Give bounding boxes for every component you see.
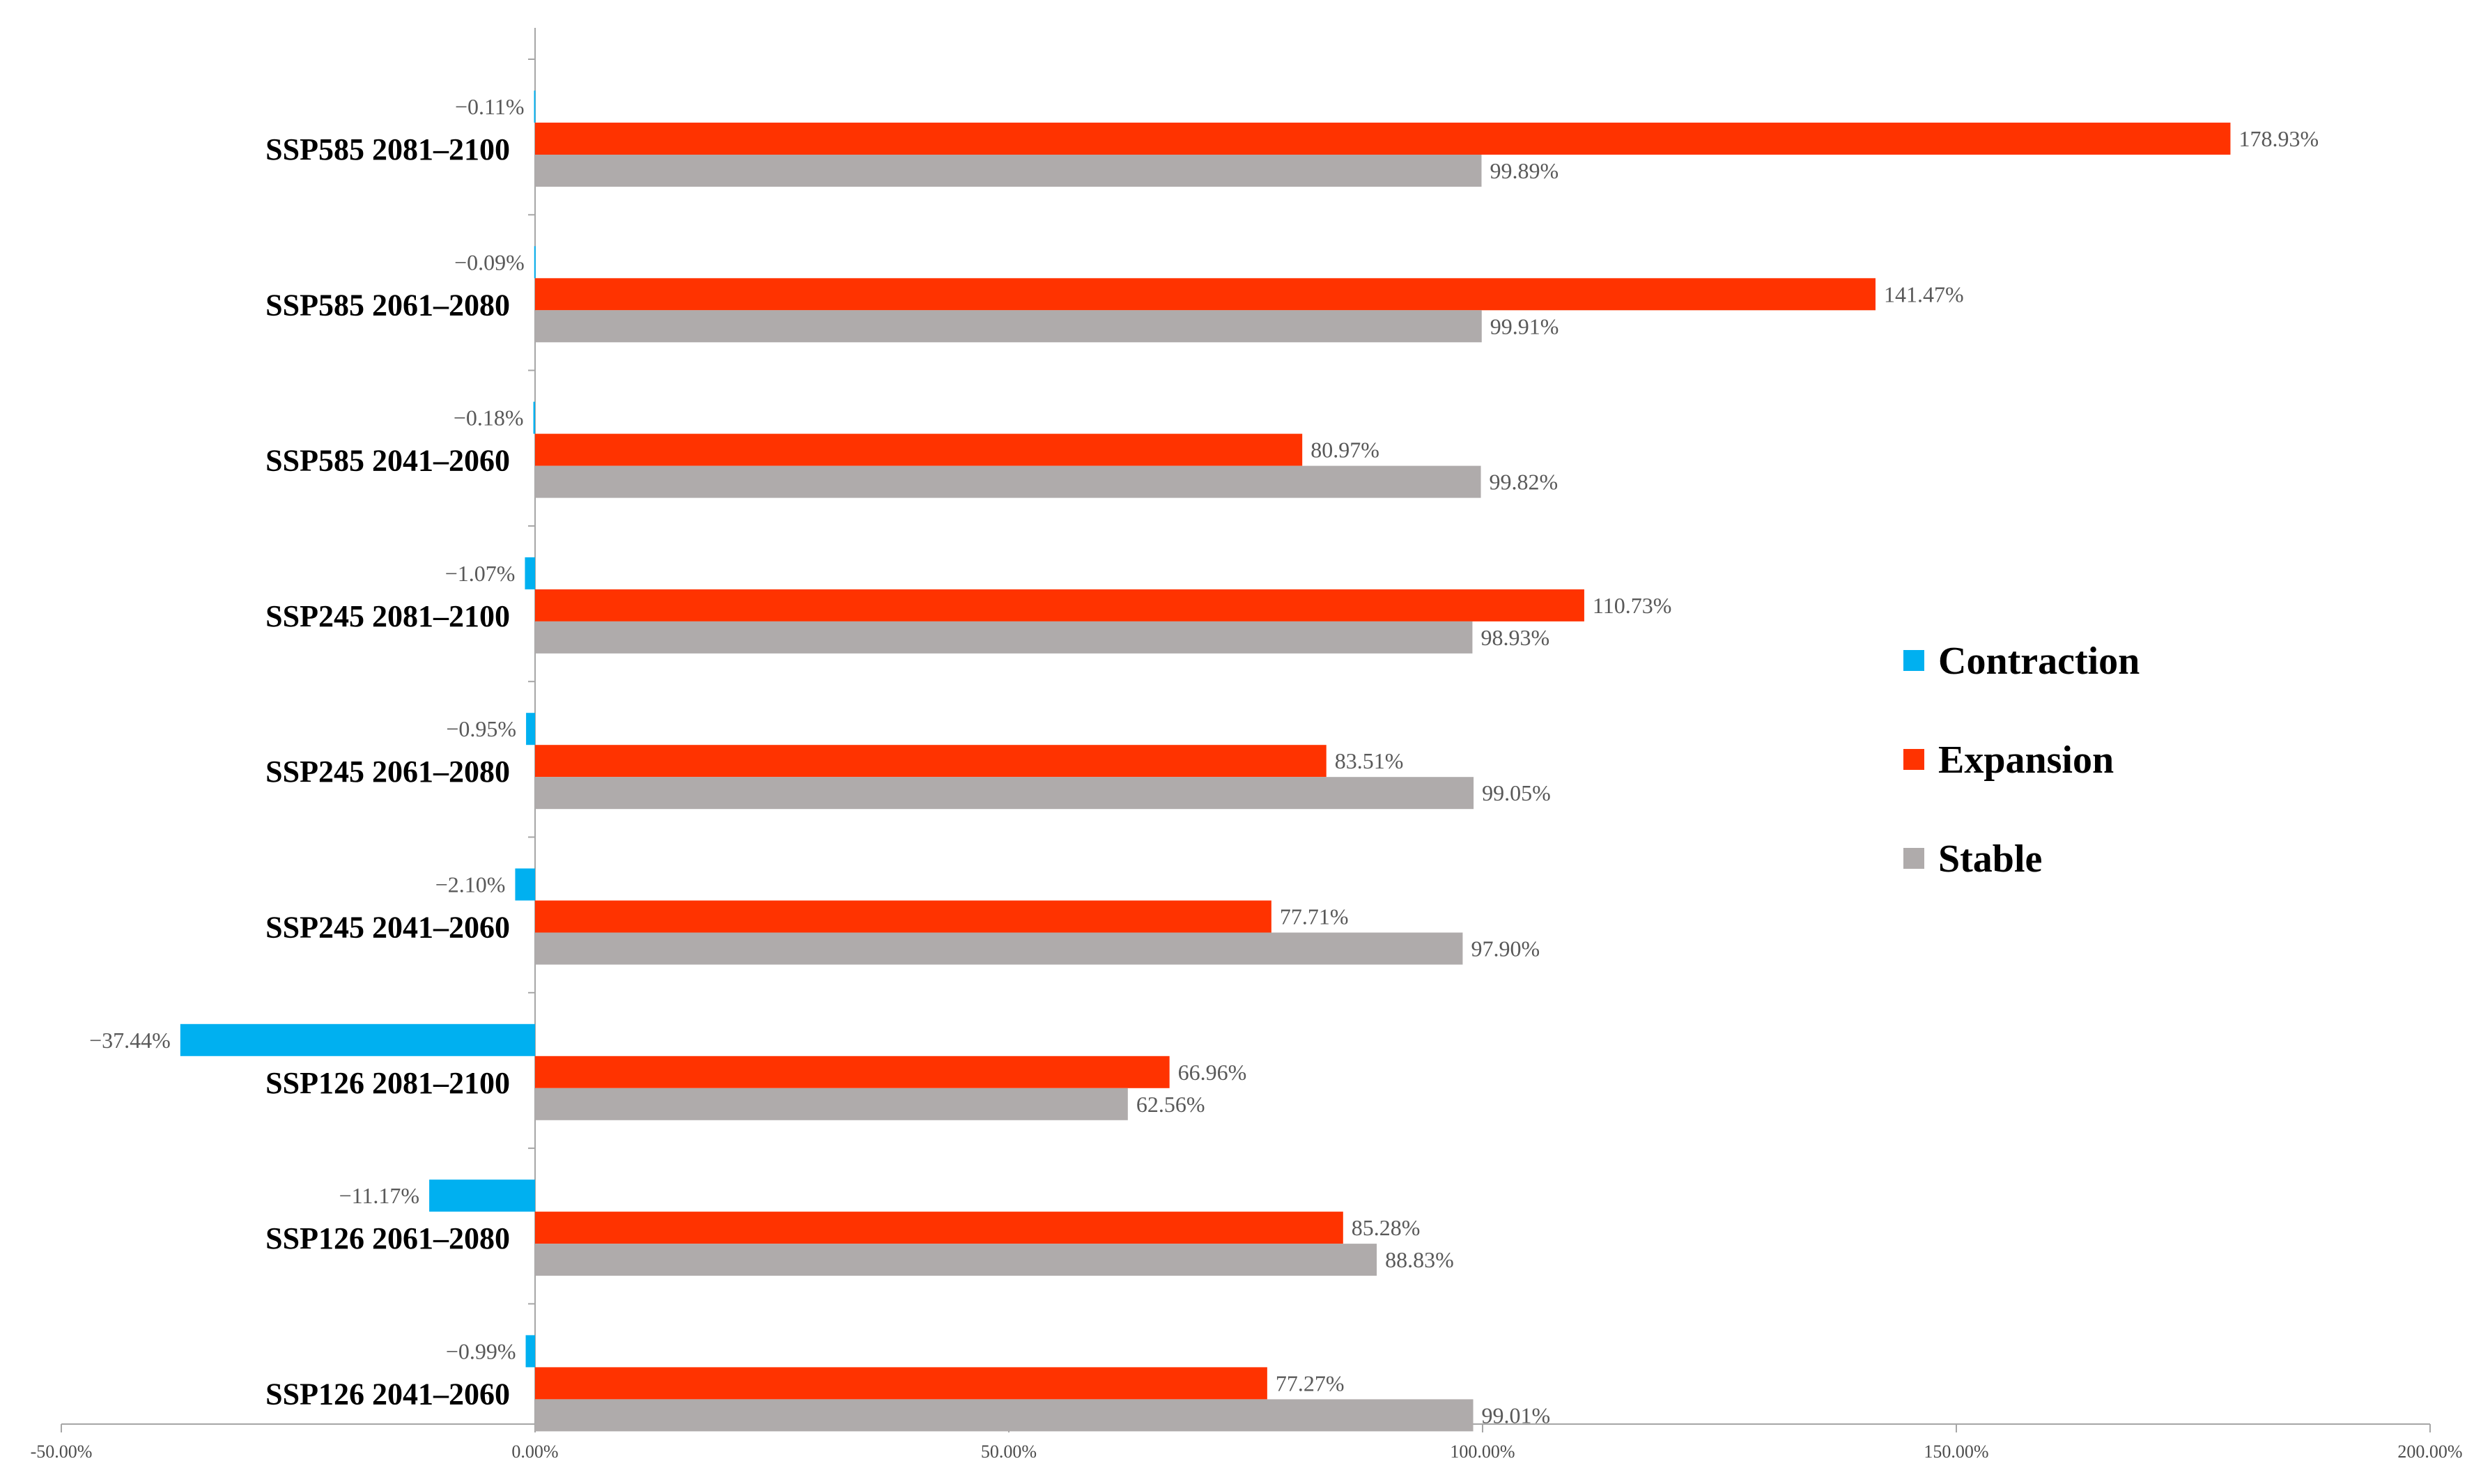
legend-swatch-expansion [1903, 749, 1924, 770]
bar-contraction [534, 91, 536, 123]
bar-expansion [535, 1056, 1170, 1088]
data-label: 178.93% [2238, 126, 2319, 151]
bar-expansion [535, 278, 1876, 311]
data-label: 83.51% [1335, 748, 1404, 773]
data-label: 99.89% [1490, 158, 1559, 183]
legend-label-expansion: Expansion [1938, 739, 2114, 782]
category-label: SSP126 2041–2060 [265, 1377, 510, 1411]
bar-expansion [535, 900, 1271, 933]
x-tick-label: 100.00% [1450, 1442, 1515, 1462]
category-label: SSP126 2061–2080 [265, 1221, 510, 1255]
x-tick-label: -50.00% [31, 1442, 93, 1462]
category-label: SSP245 2041–2060 [265, 911, 510, 945]
category-label: SSP126 2081–2100 [265, 1066, 510, 1100]
data-label: 88.83% [1385, 1247, 1454, 1272]
data-label: −2.10% [435, 872, 506, 897]
data-label: −11.17% [339, 1183, 420, 1208]
legend-swatch-contraction [1903, 650, 1924, 671]
bar-stable [535, 310, 1482, 343]
bar-stable [535, 1088, 1128, 1120]
legend-label-stable: Stable [1938, 837, 2042, 881]
bar-stable [535, 465, 1481, 498]
bar-expansion [535, 589, 1584, 621]
bar-contraction [525, 1335, 535, 1368]
bar-stable [535, 1244, 1377, 1276]
data-label: 110.73% [1593, 593, 1671, 618]
data-label: 66.96% [1178, 1060, 1247, 1085]
bar-expansion [535, 1212, 1343, 1244]
x-tick-label: 200.00% [2397, 1442, 2462, 1462]
data-label: −1.07% [445, 561, 516, 586]
data-label: 99.01% [1482, 1402, 1551, 1428]
category-label: SSP245 2081–2100 [265, 599, 510, 633]
bar-stable [535, 155, 1482, 187]
bar-stable [535, 621, 1473, 654]
data-label: −37.44% [89, 1028, 171, 1053]
data-label: 97.90% [1471, 936, 1540, 961]
data-label: −0.95% [446, 716, 516, 741]
bar-expansion [535, 745, 1327, 778]
bar-stable [535, 1399, 1474, 1432]
bar-contraction [533, 401, 535, 434]
bar-contraction [515, 868, 535, 901]
bar-stable [535, 777, 1474, 810]
category-label: SSP585 2041–2060 [265, 444, 510, 478]
category-label: SSP585 2061–2080 [265, 288, 510, 322]
bar-expansion [535, 1367, 1267, 1400]
bar-contraction [180, 1023, 535, 1056]
x-tick-label: 50.00% [981, 1442, 1037, 1462]
category-label: SSP585 2081–2100 [265, 132, 510, 167]
bar-contraction [526, 713, 535, 745]
bar-stable [535, 932, 1463, 965]
data-label: −0.09% [454, 249, 525, 275]
data-label: 98.93% [1480, 625, 1549, 650]
data-label: 141.47% [1884, 281, 1964, 307]
bar-expansion [535, 433, 1303, 466]
bar-expansion [535, 123, 2231, 155]
data-label: 62.56% [1136, 1092, 1205, 1117]
bar-contraction [429, 1180, 535, 1212]
data-label: 77.71% [1280, 904, 1349, 929]
data-label: 99.05% [1482, 780, 1551, 805]
data-label: −0.99% [446, 1338, 516, 1363]
data-label: 85.28% [1352, 1215, 1421, 1240]
x-tick-label: 150.00% [1924, 1442, 1988, 1462]
legend-swatch-stable [1903, 848, 1924, 869]
data-label: 99.91% [1490, 314, 1559, 339]
data-label: 80.97% [1310, 438, 1379, 463]
data-label: 99.82% [1490, 470, 1559, 495]
data-label: 77.27% [1276, 1370, 1345, 1396]
x-tick-label: 0.00% [511, 1442, 558, 1462]
category-label: SSP245 2061–2080 [265, 755, 510, 789]
legend-label-contraction: Contraction [1938, 640, 2140, 683]
data-label: −0.11% [455, 94, 525, 119]
data-label: −0.18% [454, 405, 524, 431]
bar-contraction [534, 246, 536, 279]
bar-contraction [525, 557, 535, 589]
